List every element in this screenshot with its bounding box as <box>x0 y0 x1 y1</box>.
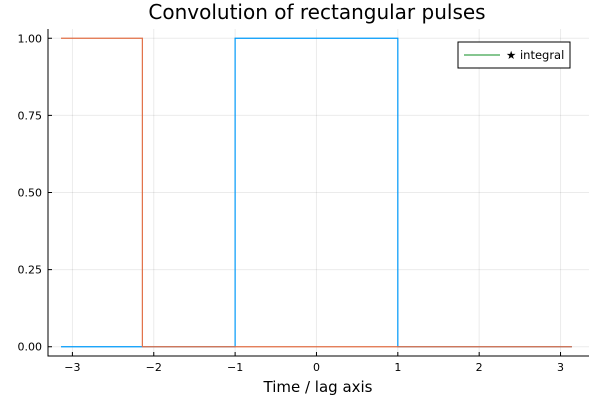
legend: ★ integral <box>457 41 571 69</box>
x-tick-label: 2 <box>476 361 483 374</box>
x-tick-label: −1 <box>227 361 243 374</box>
y-tick-label: 0.25 <box>18 264 43 277</box>
x-tick-label: 1 <box>394 361 401 374</box>
series-layer <box>61 37 572 348</box>
axis-frame <box>47 29 589 357</box>
x-tick-label: −3 <box>64 361 80 374</box>
grid <box>48 29 589 356</box>
x-tick-label: 3 <box>557 361 564 374</box>
x-tick-label: −2 <box>146 361 162 374</box>
y-tick-label: 0.50 <box>18 187 43 200</box>
y-tick-label: 0.00 <box>18 341 43 354</box>
series-line-1 <box>61 37 572 348</box>
legend-label-integral: ★ integral <box>506 48 564 62</box>
x-axis-label: Time / lag axis <box>263 378 373 396</box>
ticks: −3 −2 −1 0 1 2 3 0.00 0.25 0.50 0.75 1.00 <box>18 32 565 374</box>
y-tick-label: 1.00 <box>18 32 43 45</box>
y-tick-label: 0.75 <box>18 109 43 122</box>
chart-title: Convolution of rectangular pulses <box>148 0 485 24</box>
x-tick-label: 0 <box>313 361 320 374</box>
